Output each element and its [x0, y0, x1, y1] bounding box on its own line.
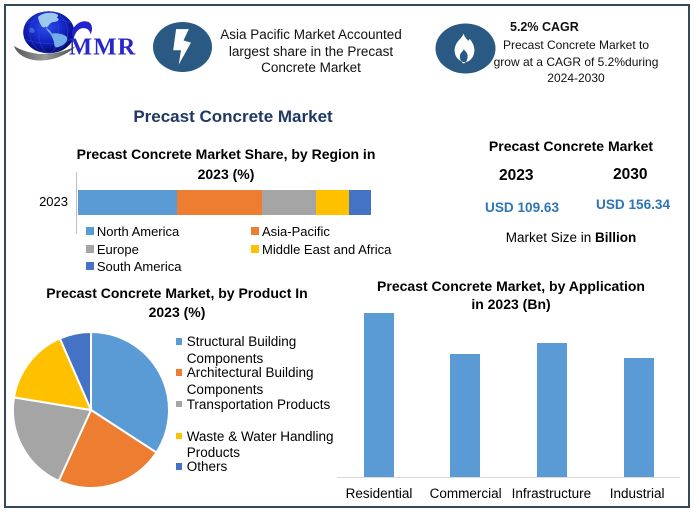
svg-text:MMR: MMR [69, 34, 137, 61]
